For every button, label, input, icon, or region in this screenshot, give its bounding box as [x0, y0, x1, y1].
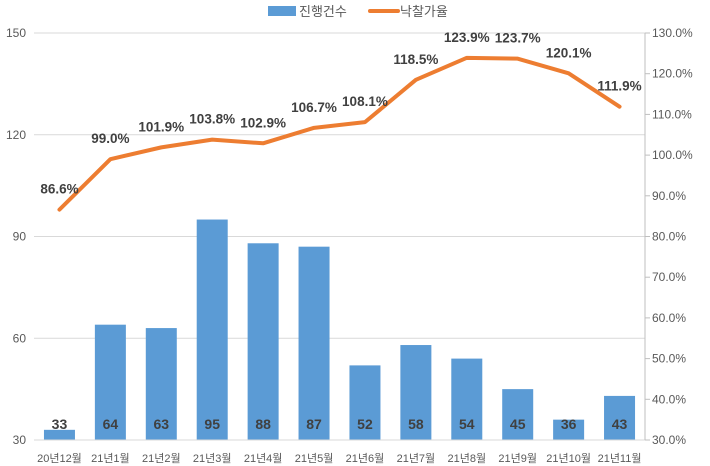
bar-data-label: 52: [357, 416, 373, 432]
line-data-label: 108.1%: [342, 94, 388, 109]
x-tick-label: 21년4월: [244, 452, 283, 465]
bar-data-label: 64: [103, 416, 119, 432]
bar: [145, 328, 177, 440]
y-right-tick-label: 50.0%: [652, 352, 686, 366]
y-right-tick-label: 80.0%: [652, 230, 686, 244]
bar: [502, 389, 534, 440]
line-series: [57, 55, 622, 212]
y-right-tick-label: 60.0%: [652, 311, 686, 325]
bar-data-label: 88: [255, 416, 271, 432]
legend-swatch-bar: [268, 6, 296, 16]
y-right-tick-label: 30.0%: [652, 433, 686, 447]
y-right-tick-label: 120.0%: [652, 67, 693, 81]
line-data-label: 123.7%: [495, 31, 541, 46]
bar-data-label: 45: [510, 416, 526, 432]
x-tick-label: 20년12월: [37, 452, 82, 465]
x-tick-label: 21년11월: [598, 452, 642, 465]
y-right-tick-label: 130.0%: [652, 26, 693, 40]
legend-label-line: 낙찰가율: [400, 4, 448, 19]
x-tick-label: 21년7월: [397, 452, 436, 465]
bar-data-label: 33: [52, 416, 68, 432]
bar: [553, 419, 585, 440]
x-tick-label: 21년10월: [546, 452, 591, 465]
line-data-label: 106.7%: [291, 100, 337, 115]
y-right-tick-label: 110.0%: [652, 107, 692, 121]
line-data-label: 111.9%: [597, 79, 641, 94]
line-data-label: 123.9%: [444, 30, 490, 45]
bar-data-label: 43: [612, 416, 628, 432]
bar-data-label: 36: [561, 416, 577, 432]
bar: [196, 219, 228, 440]
bar: [604, 395, 636, 440]
bar: [247, 243, 279, 440]
bar: [349, 365, 381, 440]
x-tick-label: 21년3월: [193, 452, 232, 465]
y-left-tick-label: 90: [13, 230, 27, 244]
line-data-label: 103.8%: [189, 112, 235, 127]
line-data-label: 101.9%: [138, 119, 184, 134]
x-tick-label: 21년6월: [346, 452, 385, 465]
y-left-tick-label: 150: [6, 26, 26, 40]
y-right-tick-label: 90.0%: [652, 189, 686, 203]
x-tick-label: 21년5월: [295, 452, 334, 465]
bar-data-label: 95: [204, 416, 220, 432]
line-data-label: 102.9%: [240, 115, 286, 130]
y-right-tick-label: 40.0%: [652, 392, 686, 406]
bar: [298, 246, 330, 440]
y-right-tick-label: 100.0%: [652, 148, 693, 162]
bar-data-label: 54: [459, 416, 475, 432]
bar: [451, 358, 483, 440]
x-tick-label: 21년1월: [91, 452, 130, 465]
bar: [43, 429, 75, 440]
x-tick-label: 21년2월: [142, 452, 181, 465]
line-data-label: 120.1%: [546, 45, 592, 60]
line-data-label: 86.6%: [40, 182, 78, 197]
legend-label-bar: 진행건수: [299, 4, 347, 19]
line-data-label: 118.5%: [393, 52, 438, 67]
x-tick-label: 21년9월: [498, 452, 537, 465]
y-right-tick-label: 70.0%: [652, 270, 686, 284]
legend: 진행건수 낙찰가율: [268, 4, 448, 19]
bar: [94, 324, 126, 440]
x-tick-label: 21년8월: [447, 452, 486, 465]
line-data-label: 99.0%: [91, 131, 129, 146]
y-left-tick-label: 120: [6, 128, 26, 142]
bar: [400, 345, 432, 440]
bar-data-label: 58: [408, 416, 424, 432]
y-left-tick-label: 30: [13, 433, 27, 447]
bar-data-label: 87: [306, 416, 322, 432]
y-left-tick-label: 60: [13, 331, 27, 345]
bar-data-label: 63: [154, 416, 170, 432]
